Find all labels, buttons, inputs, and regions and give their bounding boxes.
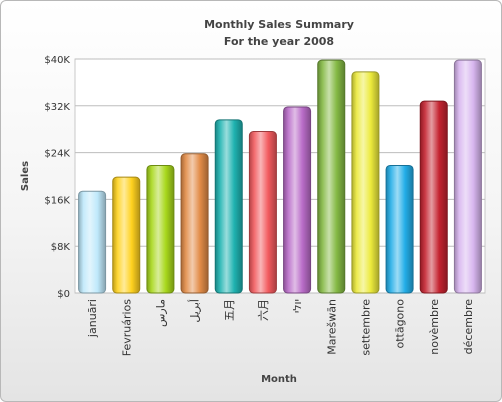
y-tick-label: $40K	[44, 55, 70, 66]
x-axis-title: Month	[261, 374, 297, 385]
chart-subtitle: For the year 2008	[224, 35, 334, 48]
bar[interactable]	[283, 106, 312, 294]
bar[interactable]	[385, 164, 414, 294]
gridlines	[75, 58, 485, 294]
x-tick-label: décembre	[462, 299, 475, 355]
x-tick-label: novèmbre	[428, 299, 441, 355]
bar[interactable]	[214, 119, 243, 294]
bar[interactable]	[317, 59, 346, 294]
x-tick-label: Fevruários	[120, 299, 133, 357]
bar[interactable]	[453, 59, 482, 294]
y-axis-title: Sales	[20, 161, 31, 191]
x-tick-label: 六月	[257, 299, 270, 321]
x-tick-label: settembre	[359, 299, 372, 356]
x-tick-label: יולי	[291, 299, 304, 313]
plot-area	[74, 58, 486, 294]
x-axis-labels: januāri Fevruários مارس أبريل 五月 六月 יולי Marešw…	[86, 299, 475, 357]
bar[interactable]	[180, 153, 209, 294]
bar[interactable]	[146, 164, 175, 294]
y-tick-label: $8K	[51, 242, 71, 253]
y-axis-ticks: $0 $8K $16K $24K $32K $40K	[44, 55, 70, 300]
chart-title: Monthly Sales Summary	[204, 18, 354, 31]
x-tick-label: مارس	[154, 299, 167, 327]
y-tick-label: $16K	[44, 195, 70, 206]
bar[interactable]	[112, 176, 141, 294]
x-tick-label: أبريل	[188, 299, 202, 323]
bar[interactable]	[248, 131, 277, 294]
bar[interactable]	[78, 190, 107, 294]
x-tick-label: ottāgono	[394, 299, 407, 349]
x-tick-label: januāri	[86, 299, 99, 338]
x-tick-label: Marešwān	[325, 299, 338, 355]
bar[interactable]	[419, 100, 448, 294]
y-tick-label: $0	[57, 289, 70, 300]
y-tick-label: $24K	[44, 149, 70, 160]
y-tick-label: $32K	[44, 102, 70, 113]
x-tick-label: 五月	[223, 299, 236, 321]
bars	[78, 59, 482, 294]
plot-background	[74, 58, 486, 294]
bar[interactable]	[351, 71, 380, 294]
